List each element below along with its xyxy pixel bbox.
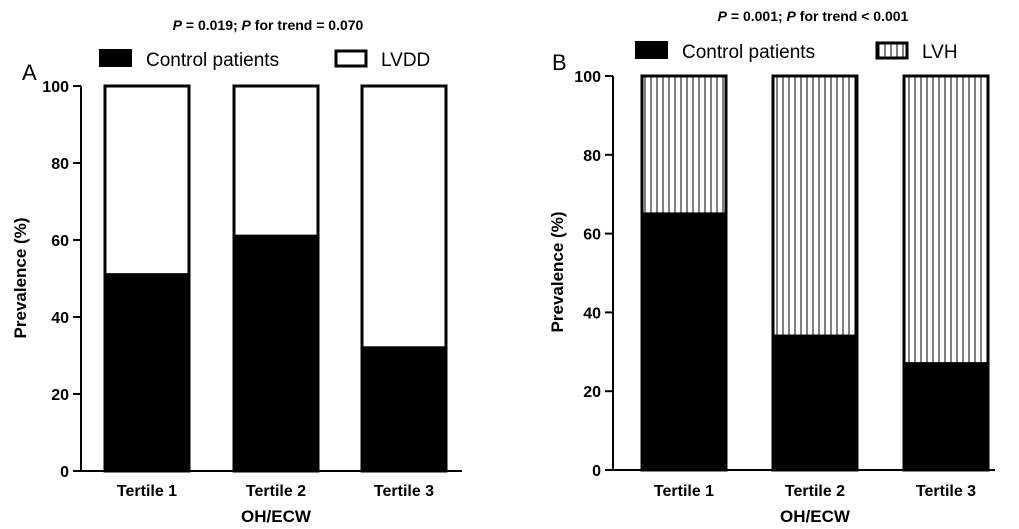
legend-label-lvdd: LVDD xyxy=(381,50,430,71)
panel-a: P = 0.019; P for trend = 0.070 A Control… xyxy=(11,17,462,526)
panel-b-y-axis-title: Prevalence (%) xyxy=(548,212,567,333)
panel-a-y-axis: 0 20 40 60 80 100 Prevalence (%) xyxy=(11,79,82,481)
panel-a-bar-control-tertile-3 xyxy=(360,346,448,473)
panel-b-y-ticks: 0 20 40 60 80 100 xyxy=(574,69,613,480)
legend-label-lvh: LVH xyxy=(922,42,958,63)
panel-a-bar-lvdd-tertile-2 xyxy=(232,84,320,238)
legend-swatch-control xyxy=(99,49,132,67)
panel-b-y-tick-label-20: 20 xyxy=(583,384,601,401)
panel-a-bar-control-tertile-2 xyxy=(232,234,320,473)
panel-b-cat-label-1: Tertile 1 xyxy=(654,483,714,500)
panel-a-cat-label-1: Tertile 1 xyxy=(117,483,177,500)
panel-b-bar-control-tertile-2 xyxy=(771,334,859,472)
panel-b-bar-lvh-tertile-2 xyxy=(771,74,859,338)
panel-a-letter: A xyxy=(22,60,37,85)
panel-a-y-tick-label-40: 40 xyxy=(51,310,69,327)
panel-b: P = 0.001; P for trend < 0.001 B Control… xyxy=(548,8,995,526)
panel-b-bars xyxy=(640,74,990,472)
panel-a-cat-label-3: Tertile 3 xyxy=(374,483,434,500)
panel-a-x-axis: Tertile 1 Tertile 2 Tertile 3 OH/ECW xyxy=(80,470,462,526)
panel-a-y-axis-title: Prevalence (%) xyxy=(11,218,30,339)
legend-swatch-lvdd xyxy=(334,49,368,68)
panel-b-y-tick-label-100: 100 xyxy=(574,69,601,86)
panel-b-x-axis-title: OH/ECW xyxy=(780,507,851,526)
panel-b-y-tick-label-40: 40 xyxy=(583,305,601,322)
legend-swatch-control xyxy=(635,41,668,59)
panel-b-bar-control-tertile-1 xyxy=(640,212,728,472)
legend-swatch-lvh xyxy=(875,41,909,60)
panel-b-letter: B xyxy=(552,50,567,75)
panel-a-title: P = 0.019; P for trend = 0.070 xyxy=(173,17,364,33)
panel-a-y-tick-label-0: 0 xyxy=(60,464,69,481)
panel-a-y-tick-label-80: 80 xyxy=(51,156,69,173)
panel-a-y-tick-label-20: 20 xyxy=(51,387,69,404)
panel-a-cat-label-2: Tertile 2 xyxy=(246,483,306,500)
panel-b-bar-lvh-tertile-1 xyxy=(640,74,728,216)
panel-a-y-tick-label-100: 100 xyxy=(42,79,69,96)
panel-a-y-tick-label-60: 60 xyxy=(51,233,69,250)
legend-label-control: Control patients xyxy=(682,42,815,63)
panel-b-bar-lvh-tertile-3 xyxy=(902,74,990,366)
panel-b-y-tick-label-60: 60 xyxy=(583,227,601,244)
panel-b-y-axis: 0 20 40 60 80 100 Prevalence (%) xyxy=(548,69,614,480)
panel-b-legend: Control patients LVH xyxy=(635,41,958,63)
panel-a-bar-lvdd-tertile-1 xyxy=(103,84,191,277)
legend-label-control: Control patients xyxy=(146,50,279,71)
panel-a-legend: Control patients LVDD xyxy=(99,49,430,71)
panel-a-bars xyxy=(103,84,448,473)
panel-b-y-tick-label-80: 80 xyxy=(583,148,601,165)
panel-b-title: P = 0.001; P for trend < 0.001 xyxy=(718,8,909,24)
panel-b-cat-label-3: Tertile 3 xyxy=(916,483,976,500)
panel-a-bar-control-tertile-1 xyxy=(103,273,191,473)
panel-b-y-tick-label-0: 0 xyxy=(592,463,601,480)
panel-b-cat-label-2: Tertile 2 xyxy=(785,483,845,500)
panel-a-x-axis-title: OH/ECW xyxy=(241,507,312,526)
panel-b-bar-control-tertile-3 xyxy=(902,362,990,472)
panel-b-x-axis: Tertile 1 Tertile 2 Tertile 3 OH/ECW xyxy=(612,469,995,526)
panel-a-y-ticks: 0 20 40 60 80 100 xyxy=(42,79,81,481)
panel-a-bar-lvdd-tertile-3 xyxy=(360,84,448,350)
